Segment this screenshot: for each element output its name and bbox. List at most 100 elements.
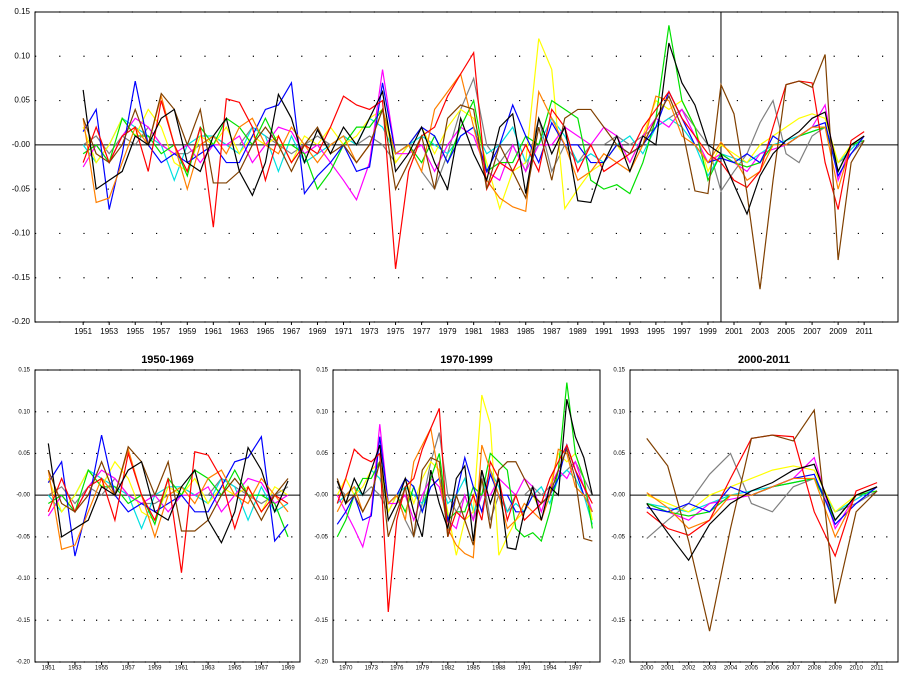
y-tick-label: -0.15: [12, 273, 31, 282]
x-tick-label: 1973: [365, 666, 379, 672]
y-tick-label: -0.10: [16, 576, 30, 582]
x-tick-label: 1959: [178, 327, 196, 336]
x-tick-label: 1982: [441, 666, 455, 672]
x-tick-label: 2007: [803, 327, 821, 336]
x-tick-label: 1988: [492, 666, 506, 672]
x-tick-label: 1979: [439, 327, 457, 336]
x-tick-label: 1967: [283, 327, 301, 336]
x-tick-label: 2009: [829, 666, 843, 672]
x-tick-label: 2001: [725, 327, 743, 336]
x-tick-label: 1979: [416, 666, 430, 672]
x-tick-label: 2010: [849, 666, 863, 672]
panel-title: 2000-2011: [738, 354, 790, 366]
x-tick-label: 2001: [661, 666, 675, 672]
y-tick-label: -0.20: [12, 317, 31, 326]
x-tick-label: 1969: [309, 327, 327, 336]
x-tick-label: 1961: [175, 666, 189, 672]
y-tick-label: 0.15: [316, 368, 328, 374]
y-tick-label: -0.00: [611, 493, 625, 499]
y-tick-label: 0.05: [613, 451, 625, 457]
x-tick-label: 1997: [673, 327, 691, 336]
series-line: [646, 463, 878, 562]
x-tick-label: 1970: [339, 666, 353, 672]
x-tick-label: 2008: [808, 666, 822, 672]
x-tick-label: 1969: [281, 666, 295, 672]
x-tick-label: 1953: [100, 327, 118, 336]
y-tick-label: -0.00: [12, 140, 31, 149]
x-tick-label: 1995: [647, 327, 665, 336]
y-tick-label: 0.15: [18, 368, 30, 374]
x-tick-label: 1973: [361, 327, 379, 336]
x-tick-label: 1999: [699, 327, 717, 336]
x-tick-label: 1989: [569, 327, 587, 336]
series-line: [47, 451, 289, 573]
y-tick-label: -0.05: [16, 534, 30, 540]
x-tick-label: 1981: [465, 327, 483, 336]
x-tick-label: 1993: [621, 327, 639, 336]
panel-title: 1970-1999: [440, 354, 493, 366]
series-line: [47, 447, 289, 551]
x-tick-label: 1975: [387, 327, 405, 336]
series-line: [336, 399, 593, 551]
x-tick-label: 2005: [777, 327, 795, 336]
series-line: [47, 443, 289, 545]
series-line: [336, 468, 593, 525]
x-tick-label: 1953: [68, 666, 82, 672]
plot-frame: [34, 369, 301, 663]
x-tick-label: 1963: [230, 327, 248, 336]
x-tick-label: 1977: [413, 327, 431, 336]
series-line: [47, 445, 289, 532]
series-line: [82, 42, 865, 216]
x-tick-label: 2003: [703, 666, 717, 672]
y-tick-label: 0.05: [316, 451, 328, 457]
x-tick-label: 2011: [871, 666, 885, 672]
series-line: [646, 477, 878, 539]
y-tick-label: 0.10: [18, 409, 30, 415]
x-tick-label: 2004: [724, 666, 738, 672]
y-tick-label: -0.10: [314, 576, 328, 582]
plot-frame: [629, 369, 899, 663]
x-tick-label: 1985: [467, 666, 481, 672]
x-tick-label: 1967: [255, 666, 269, 672]
y-tick-label: -0.10: [611, 576, 625, 582]
x-tick-label: 1955: [126, 327, 144, 336]
series-line: [82, 54, 865, 290]
x-tick-label: 2009: [829, 327, 847, 336]
x-tick-label: 1959: [148, 666, 162, 672]
y-tick-label: -0.00: [16, 493, 30, 499]
x-tick-label: 1991: [518, 666, 532, 672]
y-tick-label: 0.10: [316, 409, 328, 415]
y-tick-label: 0.15: [613, 368, 625, 374]
series-line: [646, 465, 878, 513]
x-tick-label: 1951: [74, 327, 92, 336]
y-tick-label: 0.10: [14, 51, 30, 60]
y-tick-label: 0.10: [613, 409, 625, 415]
y-tick-label: -0.10: [12, 229, 31, 238]
series-line: [82, 38, 865, 211]
series-line: [336, 447, 593, 546]
x-tick-label: 2000: [640, 666, 654, 672]
x-tick-label: 2011: [856, 327, 874, 336]
y-tick-label: 0.05: [14, 96, 30, 105]
x-tick-label: 2005: [745, 666, 759, 672]
x-tick-label: 1957: [122, 666, 136, 672]
y-tick-label: -0.05: [611, 534, 625, 540]
y-tick-label: -0.00: [314, 493, 328, 499]
x-tick-label: 2003: [751, 327, 769, 336]
plot-frame: [34, 11, 899, 323]
panel-title: 1950-1969: [141, 354, 194, 366]
y-tick-label: -0.20: [611, 660, 625, 666]
y-tick-label: -0.20: [314, 660, 328, 666]
y-tick-label: -0.05: [314, 534, 328, 540]
x-tick-label: 1994: [543, 666, 557, 672]
y-tick-label: -0.15: [314, 618, 328, 624]
x-tick-label: 1971: [335, 327, 353, 336]
x-tick-label: 1983: [491, 327, 509, 336]
y-tick-label: -0.05: [12, 184, 31, 193]
series-line: [82, 50, 865, 269]
x-tick-label: 1987: [543, 327, 561, 336]
x-tick-label: 1951: [42, 666, 56, 672]
x-tick-label: 1991: [595, 327, 613, 336]
